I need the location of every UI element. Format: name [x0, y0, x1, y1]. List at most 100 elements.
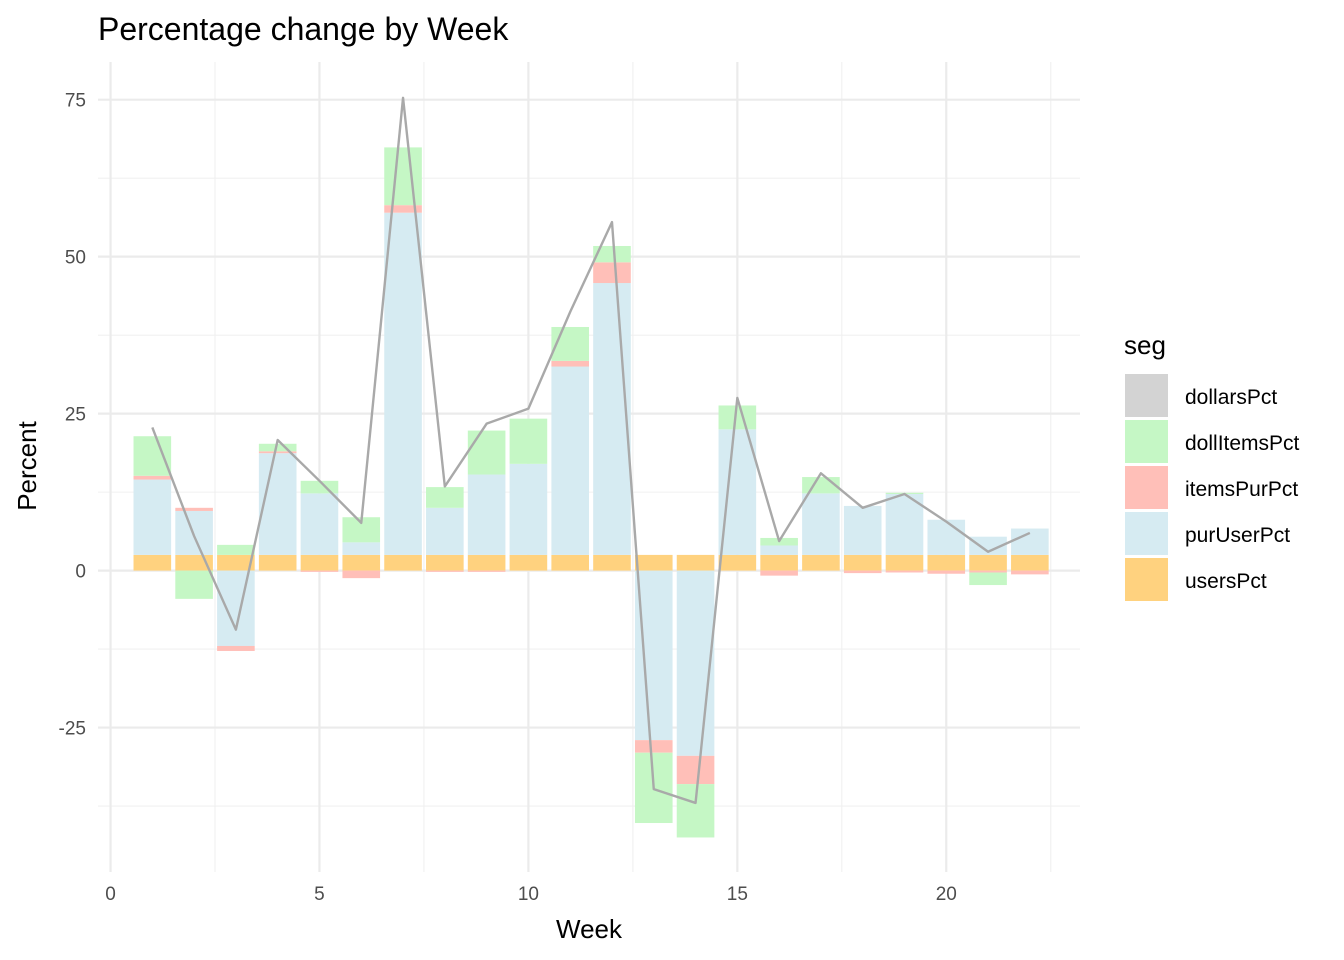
legend-key-usersPct [1125, 558, 1168, 601]
bar-week-9-purUserPct [467, 474, 506, 555]
bar-week-12-dollItemsPct [593, 245, 631, 263]
bar-week-13-usersPct [634, 554, 673, 571]
bar-week-8-usersPct [426, 554, 464, 571]
bar-week-6-purUserPct [342, 542, 381, 555]
legend-label-dollarsPct: dollarsPct [1185, 386, 1277, 409]
legend-key-dollItemsPct [1125, 420, 1168, 463]
bar-week-18-usersPct [843, 554, 882, 571]
bar-week-21-purUserPct [969, 536, 1007, 555]
bar-week-1-itemsPurPct [133, 475, 172, 480]
x-tick-label: 0 [105, 884, 116, 905]
bar-week-4-usersPct [258, 554, 297, 571]
bar-week-16-itemsPurPct [760, 570, 798, 576]
bar-week-18-purUserPct [843, 505, 882, 555]
bar-week-14-purUserPct [676, 570, 715, 756]
x-tick-label: 20 [936, 884, 957, 905]
legend-label-dollItemsPct: dollItemsPct [1185, 432, 1300, 455]
bar-week-12-usersPct [593, 554, 631, 571]
bar-week-15-purUserPct [718, 429, 757, 555]
x-tick-label: 10 [518, 884, 539, 905]
bar-week-16-usersPct [760, 554, 798, 571]
x-tick-labels: 0 5 10 15 20 [105, 884, 957, 905]
bar-week-18-itemsPurPct [843, 570, 882, 574]
y-tick-labels: -25 0 25 50 75 [59, 91, 86, 740]
bar-week-16-purUserPct [760, 545, 798, 555]
x-tick-label: 5 [314, 884, 325, 905]
y-tick-label: 50 [65, 248, 86, 269]
legend-key-itemsPurPct [1125, 466, 1168, 509]
bar-week-12-itemsPurPct [593, 262, 631, 284]
bar-week-10-purUserPct [509, 463, 548, 555]
y-tick-label: 25 [65, 405, 86, 426]
bar-week-5-purUserPct [300, 493, 339, 555]
total-line [151, 96, 1031, 805]
bar-week-3-dollItemsPct [217, 544, 255, 555]
bar-week-11-itemsPurPct [551, 360, 589, 367]
bar-week-1-dollItemsPct [133, 436, 172, 476]
bar-week-10-dollItemsPct [509, 418, 548, 464]
total-line-group [151, 96, 1031, 805]
bar-week-20-itemsPurPct [927, 570, 966, 574]
bar-week-15-dollItemsPct [718, 405, 757, 430]
bar-week-8-dollItemsPct [426, 487, 464, 508]
bar-week-19-purUserPct [885, 494, 924, 555]
bar-week-21-usersPct [969, 554, 1007, 571]
bar-week-9-dollItemsPct [467, 430, 506, 475]
bar-week-5-usersPct [300, 554, 339, 571]
legend-label-usersPct: usersPct [1185, 570, 1267, 593]
legend-key-dollarsPct [1125, 374, 1168, 417]
bar-week-22-purUserPct [1011, 528, 1049, 555]
bar-week-13-itemsPurPct [634, 740, 673, 753]
bar-week-20-usersPct [927, 554, 966, 571]
bar-week-7-usersPct [384, 554, 422, 571]
y-axis-title: Percent [12, 420, 42, 510]
bar-week-4-dollItemsPct [258, 443, 297, 452]
legend-label-itemsPurPct: itemsPurPct [1185, 478, 1298, 501]
bar-week-6-usersPct [342, 554, 381, 571]
bar-week-3-purUserPct [217, 570, 255, 646]
bar-week-7-purUserPct [384, 212, 422, 555]
chart-title: Percentage change by Week [98, 11, 509, 47]
bar-week-3-itemsPurPct [217, 645, 255, 651]
y-tick-label: -25 [59, 719, 86, 740]
y-tick-label: 75 [65, 91, 86, 112]
y-tick-label: 0 [75, 562, 86, 583]
bar-week-21-itemsPurPct [969, 570, 1007, 573]
bar-week-7-itemsPurPct [384, 205, 422, 213]
bar-week-22-usersPct [1011, 554, 1049, 571]
bar-week-8-itemsPurPct [426, 570, 464, 572]
bar-week-19-usersPct [885, 554, 924, 571]
x-axis-title: Week [556, 914, 623, 944]
bar-week-13-purUserPct [634, 570, 673, 741]
bar-week-9-itemsPurPct [467, 570, 506, 572]
bars [133, 147, 1049, 838]
bar-week-11-purUserPct [551, 366, 589, 555]
bar-week-21-dollItemsPct [969, 572, 1007, 586]
bar-week-1-purUserPct [133, 479, 172, 555]
x-tick-label: 15 [727, 884, 748, 905]
bar-week-1-usersPct [133, 554, 172, 571]
bar-week-22-itemsPurPct [1011, 570, 1049, 575]
bar-week-6-itemsPurPct [342, 570, 381, 579]
bar-week-2-dollItemsPct [175, 570, 213, 599]
bar-week-5-dollItemsPct [300, 480, 339, 494]
bar-week-4-itemsPurPct [258, 451, 297, 454]
bar-week-14-usersPct [676, 554, 715, 571]
legend-items: dollarsPct dollItemsPct itemsPurPct purUser… [1125, 374, 1300, 601]
bar-week-19-itemsPurPct [885, 570, 924, 573]
bar-week-20-purUserPct [927, 519, 966, 555]
bar-week-17-purUserPct [802, 493, 840, 555]
bar-week-5-itemsPurPct [300, 570, 339, 572]
bar-week-7-dollItemsPct [384, 147, 422, 206]
legend-title: seg [1124, 330, 1166, 360]
bar-week-15-usersPct [718, 554, 757, 571]
bar-week-9-usersPct [467, 554, 506, 571]
legend: seg dollarsPct dollItemsPct itemsPurPct pur… [1124, 330, 1300, 601]
bar-week-12-purUserPct [593, 283, 631, 555]
bar-week-11-usersPct [551, 554, 589, 571]
bar-week-2-itemsPurPct [175, 507, 213, 511]
legend-key-purUserPct [1125, 512, 1168, 555]
legend-label-purUserPct: purUserPct [1185, 524, 1290, 547]
bar-week-14-itemsPurPct [676, 755, 715, 785]
